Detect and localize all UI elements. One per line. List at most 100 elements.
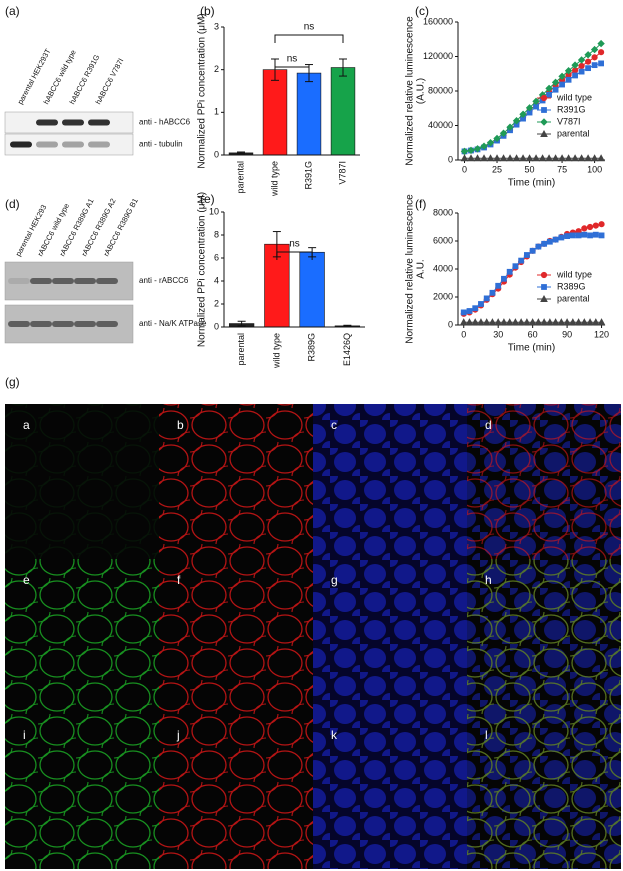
tile-label: c	[331, 418, 337, 432]
point	[591, 318, 600, 326]
point	[551, 318, 560, 326]
bar	[330, 67, 356, 156]
x-axis-label: Time (min)	[508, 343, 555, 354]
y-tick-label: 160000	[423, 16, 453, 26]
blot-band	[36, 141, 58, 148]
blot-band	[96, 321, 118, 327]
blot-band	[8, 278, 30, 284]
point	[545, 84, 553, 93]
point	[478, 301, 484, 307]
tile-label: j	[176, 728, 180, 742]
x-tick-label: R389G	[307, 333, 317, 362]
point	[480, 142, 488, 150]
y-tick-label: 0	[448, 319, 453, 329]
micro-signal	[159, 714, 313, 869]
x-tick-label: wild type	[271, 333, 281, 369]
point	[495, 282, 502, 289]
significance-bracket	[274, 66, 310, 75]
point	[577, 154, 586, 162]
tile-label: a	[23, 418, 30, 432]
point	[558, 154, 566, 162]
point	[598, 232, 605, 239]
point	[524, 252, 530, 258]
point	[586, 223, 594, 231]
tile-label: g	[331, 573, 338, 587]
panel-label: (f)	[415, 197, 426, 211]
bar	[262, 69, 288, 156]
legend-label: parental	[557, 293, 590, 303]
x-tick-label: wild type	[269, 161, 279, 197]
y-tick-label: 0	[214, 149, 219, 159]
x-tick-label: R391G	[303, 161, 313, 190]
series-line	[464, 43, 602, 152]
x-tick-label: parental	[236, 333, 246, 366]
point	[499, 154, 508, 162]
point	[532, 97, 540, 106]
point	[597, 49, 605, 56]
point	[564, 154, 573, 162]
x-tick-label: 25	[492, 164, 502, 174]
point	[460, 309, 467, 316]
blot-band	[88, 141, 110, 148]
point	[506, 268, 513, 275]
point	[584, 58, 592, 65]
point	[571, 61, 579, 69]
x-axis-label: Time (min)	[508, 178, 555, 189]
point	[574, 318, 583, 326]
point	[518, 257, 525, 264]
point	[532, 154, 540, 162]
y-tick-label: 3	[214, 21, 219, 31]
point	[466, 308, 473, 314]
micro-signal	[467, 559, 621, 714]
point	[540, 318, 548, 326]
y-tick-label: 10	[209, 206, 219, 216]
legend-label: V787I	[557, 116, 581, 126]
point	[472, 305, 479, 312]
blot-band	[96, 278, 118, 284]
point	[552, 86, 559, 93]
tile-label: i	[23, 728, 26, 742]
y-tick-label: 0	[448, 154, 453, 164]
micro-tile	[313, 404, 467, 559]
point	[486, 139, 495, 147]
point	[564, 233, 571, 239]
y-tick-label: 120000	[423, 51, 453, 61]
point	[512, 117, 521, 125]
point	[584, 154, 592, 162]
point	[546, 318, 554, 326]
panel-label: (b)	[200, 4, 215, 18]
point	[592, 231, 599, 238]
panel-label: (e)	[200, 192, 215, 206]
point	[598, 60, 604, 67]
tile-label: d	[485, 418, 492, 432]
x-tick-label: 0	[461, 329, 466, 339]
point	[597, 318, 606, 326]
point	[552, 236, 559, 243]
point	[493, 134, 501, 143]
point	[551, 154, 560, 162]
panel-label: (g)	[5, 375, 20, 389]
point	[519, 110, 527, 118]
micro-tile	[313, 559, 467, 714]
point	[540, 129, 548, 137]
y-tick-label: 8	[214, 229, 219, 239]
point	[578, 62, 585, 70]
y-tick-label: 4000	[433, 263, 453, 273]
micro-signal	[5, 714, 159, 869]
point	[525, 104, 534, 112]
blot-band	[74, 278, 96, 284]
point	[592, 222, 599, 229]
panel-label: (c)	[415, 4, 429, 18]
point	[577, 56, 586, 64]
point	[535, 243, 542, 250]
y-tick-label: 40000	[428, 120, 453, 130]
bar	[299, 251, 325, 328]
point	[558, 234, 565, 241]
y-tick-label: 4	[214, 275, 219, 285]
point	[541, 284, 547, 290]
point	[584, 51, 592, 59]
point	[575, 232, 582, 239]
point	[540, 271, 548, 279]
point	[558, 72, 566, 81]
significance-bracket	[276, 251, 313, 260]
